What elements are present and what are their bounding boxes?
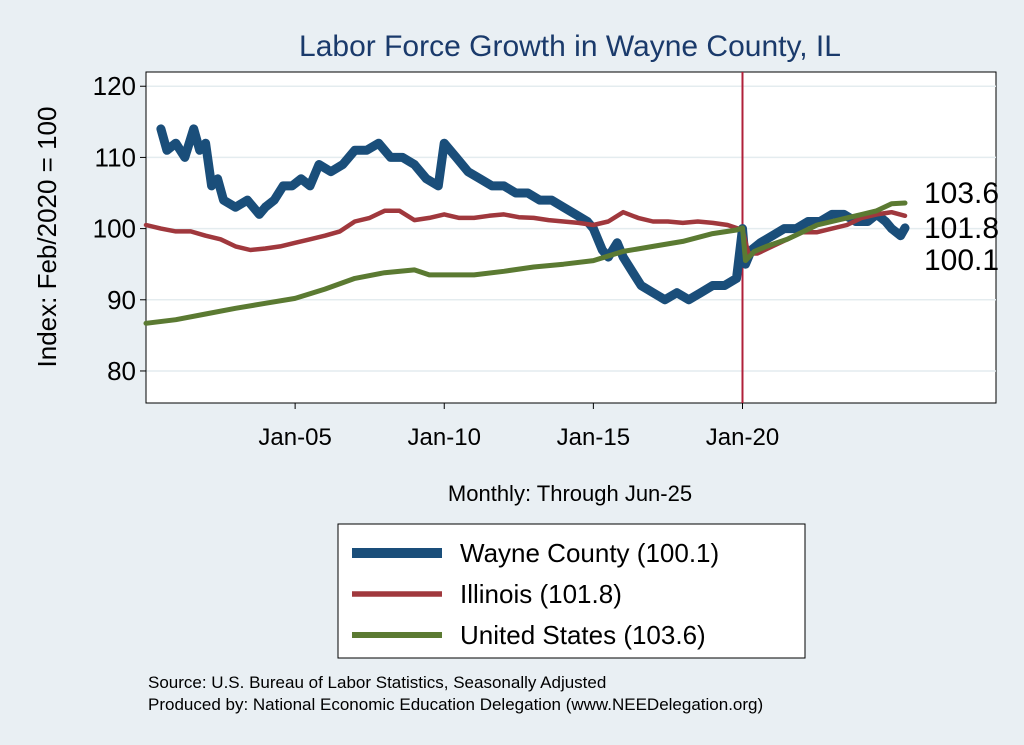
y-tick-label: 120: [93, 71, 136, 101]
legend-label: Wayne County (100.1): [460, 538, 719, 568]
series-group: [143, 124, 910, 326]
y-tick-label: 90: [107, 285, 136, 315]
legend: Wayne County (100.1) Illinois (101.8) Unit…: [337, 523, 806, 659]
chart-title: Labor Force Growth in Wayne County, IL: [299, 30, 841, 63]
y-axis: 80 90 100 110 120: [93, 71, 147, 403]
x-tick-label: Jan-10: [408, 424, 481, 451]
legend-label: United States (103.6): [460, 620, 706, 650]
plot-area: [145, 71, 997, 404]
y-tick-label: 80: [107, 356, 136, 386]
x-axis-title: Monthly: Through Jun-25: [448, 481, 692, 506]
end-value-label: 103.6: [924, 177, 999, 210]
end-value-label: 101.8: [924, 212, 999, 245]
x-axis: Jan-05 Jan-10 Jan-15 Jan-20: [146, 402, 996, 451]
series-line-united-states: [143, 200, 908, 326]
y-tick-label: 110: [95, 142, 136, 172]
x-tick-label: Jan-20: [706, 424, 779, 451]
legend-label: Illinois (101.8): [460, 579, 622, 609]
y-axis-title: Index: Feb/2020 = 100: [32, 107, 62, 368]
x-tick-label: Jan-05: [258, 424, 331, 451]
footer-produced: Produced by: National Economic Education…: [148, 695, 763, 714]
x-tick-label: Jan-15: [557, 424, 630, 451]
end-value-label: 100.1: [924, 244, 999, 277]
y-tick-label: 100: [93, 214, 136, 244]
footer-source: Source: U.S. Bureau of Labor Statistics,…: [148, 673, 606, 692]
series-line-wayne-county: [156, 124, 910, 305]
